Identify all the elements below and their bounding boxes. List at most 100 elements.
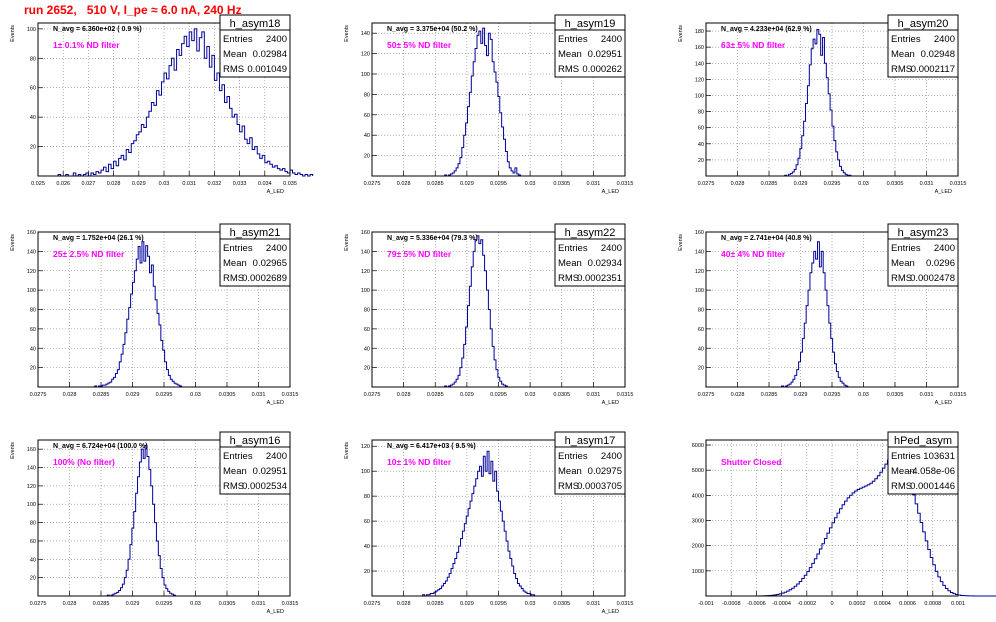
y-tick-label: 100 xyxy=(27,502,36,508)
y-axis-label: Events xyxy=(10,234,16,251)
y-tick-label: 80 xyxy=(30,521,36,527)
stats-value-rms: 0.0002117 xyxy=(911,64,955,75)
x-tick-label: 0.0305 xyxy=(553,392,570,398)
stats-value-entries: 2400 xyxy=(266,34,287,45)
stats-value-rms: 0.0003705 xyxy=(577,481,622,492)
x-tick-label: -0.0008 xyxy=(722,601,741,607)
x-tick-label: 0.03 xyxy=(190,392,201,398)
y-tick-label: 20 xyxy=(698,158,704,164)
y-tick-label: 20 xyxy=(364,154,370,160)
y-tick-label: 120 xyxy=(361,269,370,275)
stats-label-rms: RMS xyxy=(891,64,912,75)
stats-value-mean: 0.02951 xyxy=(253,466,287,477)
x-axis-label: A_LED xyxy=(602,189,619,195)
y-tick-label: 60 xyxy=(30,539,36,545)
stats-label-mean: Mean xyxy=(558,49,582,60)
stats-value-entries: 2400 xyxy=(266,243,287,254)
stats-label-mean: Mean xyxy=(891,258,915,269)
y-tick-label: 140 xyxy=(27,249,36,255)
y-tick-label: 140 xyxy=(695,249,704,255)
x-tick-label: 0.0315 xyxy=(617,392,634,398)
x-tick-label: 0.03 xyxy=(525,181,536,187)
stats-label-entries: Entries xyxy=(891,451,921,462)
x-tick-label: 0.028 xyxy=(107,181,121,187)
x-tick-label: 0.035 xyxy=(283,181,297,187)
stats-label-entries: Entries xyxy=(558,451,588,462)
histogram-line-h_asym16 xyxy=(106,445,176,597)
filter-label: 100% (No filter) xyxy=(53,457,115,467)
x-tick-label: 0.0275 xyxy=(30,392,47,398)
x-tick-label: 0.0275 xyxy=(698,392,715,398)
x-tick-label: 0.028 xyxy=(397,392,411,398)
x-tick-label: 0.0295 xyxy=(824,181,841,187)
stats-value-rms: 0.0002351 xyxy=(577,273,622,284)
y-tick-label: 40 xyxy=(30,557,36,563)
navg-annotation: N_avg = 6.724e+04 (100.0 %) xyxy=(53,443,148,450)
x-tick-label: 0.0285 xyxy=(761,181,778,187)
histogram-line-h_asym19 xyxy=(444,27,522,177)
stats-value-mean: 0.02934 xyxy=(588,258,622,269)
histogram-line-h_asym20 xyxy=(784,28,852,177)
x-tick-label: 0.025 xyxy=(31,181,45,187)
x-tick-label: 0.0305 xyxy=(887,181,904,187)
x-tick-label: 0.0275 xyxy=(364,601,381,607)
stats-label-entries: Entries xyxy=(223,34,253,45)
x-tick-label: 0.031 xyxy=(920,392,934,398)
x-tick-label: 0.03 xyxy=(159,181,170,187)
x-tick-label: 0.029 xyxy=(460,601,474,607)
stats-value-rms: 0.001049 xyxy=(247,64,287,75)
x-axis-label: A_LED xyxy=(267,609,284,615)
stats-value-rms: 0.0002689 xyxy=(242,273,287,284)
filter-label: 40± 4% ND filter xyxy=(721,249,786,259)
stats-label-entries: Entries xyxy=(891,34,921,45)
y-tick-label: 40 xyxy=(30,346,36,352)
y-tick-label: 120 xyxy=(361,52,370,58)
navg-annotation: N_avg = 1.752e+04 (26.1 %) xyxy=(53,235,144,242)
y-tick-label: 20 xyxy=(30,576,36,582)
stats-value-mean: 0.02975 xyxy=(588,466,622,477)
stats-label-rms: RMS xyxy=(558,64,579,75)
y-tick-label: 160 xyxy=(361,230,370,236)
stats-label-entries: Entries xyxy=(223,243,253,254)
stats-label-rms: RMS xyxy=(891,273,912,284)
x-tick-label: 0.0315 xyxy=(617,181,634,187)
filter-label: 63± 5% ND filter xyxy=(721,40,786,50)
plot-frame xyxy=(37,231,291,388)
x-tick-label: 0.0315 xyxy=(950,181,967,187)
stats-box xyxy=(887,223,959,287)
y-tick-label: 100 xyxy=(27,27,36,33)
stats-value-mean: 0.02965 xyxy=(253,258,287,269)
y-axis-label: Events xyxy=(344,234,350,251)
plot-frame xyxy=(371,22,626,177)
x-tick-label: 0.0008 xyxy=(924,601,941,607)
stats-label-entries: Entries xyxy=(891,243,921,254)
stats-box xyxy=(219,431,291,495)
plot-frame xyxy=(371,439,626,597)
y-tick-label: 60 xyxy=(364,113,370,119)
y-tick-label: 120 xyxy=(361,444,370,450)
x-tick-label: 0.0315 xyxy=(282,601,299,607)
histogram-line-h_asym22 xyxy=(444,235,508,388)
y-tick-label: 120 xyxy=(695,77,704,83)
stats-box xyxy=(887,14,959,78)
x-tick-label: 0.0285 xyxy=(427,181,444,187)
stats-value-entries: 2400 xyxy=(601,451,622,462)
y-tick-label: 80 xyxy=(364,494,370,500)
y-tick-label: 160 xyxy=(695,230,704,236)
stats-value-mean: 0.02948 xyxy=(921,49,955,60)
x-tick-label: 0.0275 xyxy=(30,601,47,607)
stats-box xyxy=(887,431,959,495)
x-tick-label: 0.031 xyxy=(182,181,196,187)
y-tick-label: 80 xyxy=(698,308,704,314)
stats-label-mean: Mean xyxy=(223,49,247,60)
y-tick-label: 80 xyxy=(30,308,36,314)
histogram-name: h_asym20 xyxy=(898,18,949,30)
histogram-panel-hPed_asym: -0.001 -0.0008 -0.0006 -0.0004 -0.0002 0 0.000… xyxy=(692,431,996,607)
y-tick-label: 140 xyxy=(361,31,370,37)
stats-label-entries: Entries xyxy=(558,34,588,45)
x-tick-label: 0.0315 xyxy=(950,392,967,398)
x-tick-label: 0.028 xyxy=(63,601,77,607)
stats-value-entries: 2400 xyxy=(601,34,622,45)
stats-value-rms: 0.0001446 xyxy=(910,481,955,492)
